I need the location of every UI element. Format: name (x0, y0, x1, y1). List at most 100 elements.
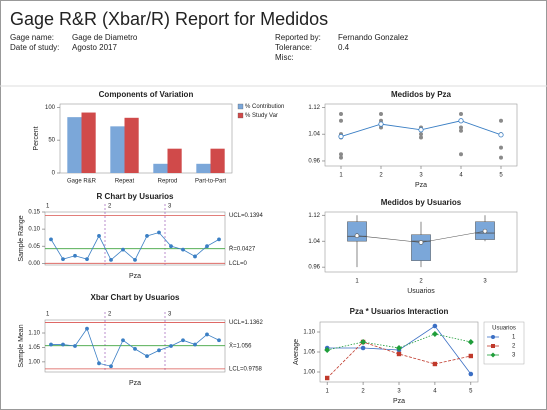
legend-swatch (237, 103, 244, 110)
y-tick-label: 1.05 (303, 350, 315, 356)
data-point (121, 338, 125, 343)
y-tick-label: 0 (52, 171, 56, 177)
mean-point (482, 228, 488, 234)
marker (432, 323, 438, 329)
y-tick-label: 1.12 (308, 105, 320, 111)
y-tick-label: 0.15 (28, 210, 40, 216)
limit-label: UCL=1.1362 (229, 320, 264, 326)
x-tick-label: 4 (459, 173, 463, 179)
group-label: 3 (168, 204, 172, 210)
data-point (133, 257, 137, 262)
x-tick-label: 4 (433, 389, 437, 395)
x-tick-label: Reprod (158, 179, 178, 185)
point (419, 132, 423, 137)
field-label: Date of study: (10, 43, 59, 52)
data-point (169, 344, 173, 348)
marker (324, 375, 330, 381)
x-tick-label: 1 (339, 173, 343, 179)
data-point (61, 342, 65, 347)
bar (124, 117, 139, 173)
point (499, 145, 503, 150)
x-tick-label: 1 (326, 389, 330, 395)
y-axis-label: Average (293, 339, 300, 365)
field-label: Reported by: (275, 33, 321, 42)
data-point (217, 338, 221, 343)
data-point (157, 348, 161, 353)
point (339, 155, 343, 160)
marker (360, 339, 367, 345)
mean-point (458, 118, 464, 124)
legend-label: 2 (512, 344, 516, 350)
report-title: Gage R&R (Xbar/R) Report for Medidos (10, 9, 328, 29)
x-tick-label: 5 (469, 389, 473, 395)
bar (196, 163, 211, 173)
point (459, 125, 463, 130)
group-label: 2 (108, 204, 112, 210)
y-tick-label: 0.10 (28, 227, 40, 233)
chart-title: Pza * Usuarios Interaction (350, 307, 449, 316)
y-tick-label: 50 (48, 138, 55, 144)
field-value: 0.4 (338, 43, 350, 52)
marker (468, 353, 474, 359)
y-tick-label: 0.05 (28, 244, 40, 250)
chart-title: Medidos by Usuarios (381, 198, 462, 207)
field-value: Fernando Gonzalez (338, 33, 408, 42)
box (347, 221, 367, 242)
point (339, 118, 343, 123)
mean-point (354, 233, 360, 238)
y-axis-label: Sample Range (18, 215, 25, 261)
bar (81, 112, 96, 173)
marker (396, 345, 402, 351)
legend-label: % Study Var (245, 113, 278, 119)
point (499, 118, 503, 123)
group-label: 1 (46, 204, 50, 210)
series-line (326, 341, 471, 379)
legend-label: 1 (512, 335, 516, 341)
point (499, 155, 503, 160)
limit-label: X̄=1.056 (229, 342, 252, 349)
group-label: 2 (108, 312, 112, 318)
chart-title: Xbar Chart by Usuarios (91, 293, 180, 302)
data-point (145, 354, 149, 359)
x-axis-label: Pza (415, 182, 427, 189)
x-tick-label: 2 (419, 279, 423, 285)
bar (167, 148, 182, 173)
y-tick-label: 1.10 (303, 330, 315, 336)
legend-marker (491, 335, 495, 339)
group-label: 3 (168, 312, 172, 318)
data-point (157, 230, 161, 235)
x-axis-label: Pza (393, 398, 405, 405)
x-tick-label: 3 (397, 389, 401, 395)
mean-point (378, 121, 384, 127)
data-point (133, 346, 137, 351)
chart-title: R Chart by Usuarios (97, 192, 174, 201)
marker (432, 361, 438, 367)
field-value: Agosto 2017 (72, 43, 117, 52)
x-tick-label: 3 (483, 279, 487, 285)
data-point (109, 364, 113, 369)
limit-label: LCL=0.9758 (229, 366, 263, 372)
x-tick-label: 2 (379, 173, 383, 179)
data-point (49, 342, 53, 347)
chart-title: Medidos by Pza (391, 90, 452, 99)
box (411, 234, 431, 261)
bar (210, 148, 225, 173)
x-tick-label: Repeat (115, 179, 135, 185)
data-point (145, 234, 149, 238)
data-point (73, 253, 77, 258)
legend-swatch (237, 112, 244, 119)
data-point (49, 237, 53, 242)
mean-point (338, 133, 344, 140)
point (339, 112, 343, 117)
field-value: Gage de Diametro (72, 33, 138, 42)
field-label: Gage name: (10, 33, 54, 42)
data-point (121, 247, 125, 252)
marker (431, 331, 438, 337)
marker (468, 371, 474, 377)
mean-point (418, 240, 424, 245)
bar (153, 163, 168, 173)
legend-label: % Contribution (245, 104, 284, 110)
point (339, 152, 343, 157)
y-tick-label: 0.96 (308, 265, 320, 271)
